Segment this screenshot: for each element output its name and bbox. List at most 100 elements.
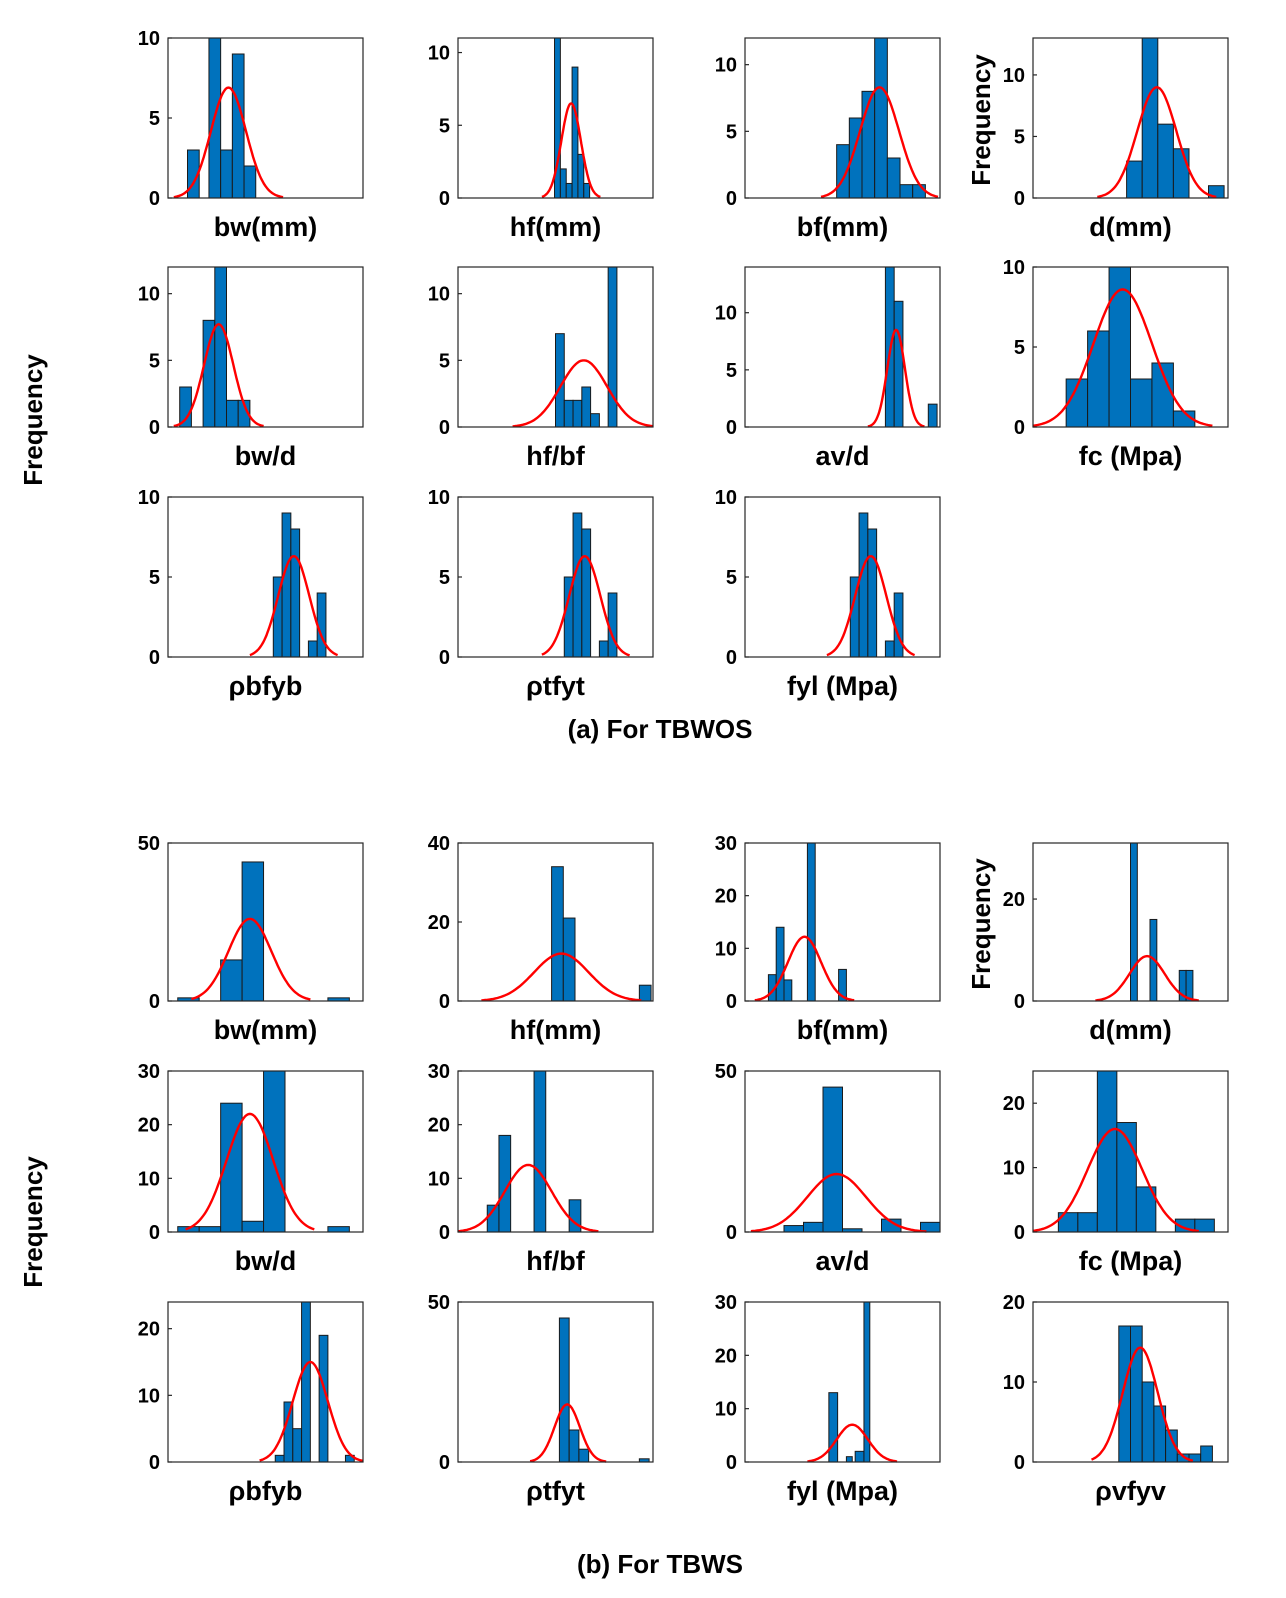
bar-b-avd-0: [783, 1225, 804, 1233]
normal-fit-curve-b-pvfyv: [1091, 1346, 1194, 1462]
bar-b-bwd-1: [198, 1226, 222, 1233]
normal-fit-curve-b-d: [1095, 954, 1199, 1002]
xlabel-b-bw: bw(mm): [214, 1015, 318, 1045]
bar-a-fyl-1: [858, 512, 869, 658]
ytick-label-a-bf-2: 10: [715, 55, 737, 77]
xlabel-a-ptfyt: ρtfyt: [526, 671, 585, 701]
normal-fit-curve-a-ptfyt: [541, 554, 631, 657]
ytick-label-b-fyl-1: 10: [715, 1399, 737, 1421]
histogram-panel-a-hf: 0 5 10 hf(mm): [428, 37, 654, 242]
xlabel-a-bwd: bw/d: [235, 441, 297, 471]
ytick-label-b-bf-0: 0: [726, 991, 737, 1013]
bar-b-pvfyv-0: [1118, 1325, 1132, 1463]
bar-a-fyl-3: [884, 640, 895, 658]
ytick-label-b-hfbf-2: 20: [428, 1115, 450, 1137]
ytick-label-a-bf-1: 5: [726, 121, 737, 143]
ytick-label-b-fc-2: 20: [1003, 1093, 1025, 1115]
ytick-label-a-bw-1: 5: [149, 108, 160, 130]
axes-frame-b-fyl: [744, 1301, 941, 1463]
ytick-label-b-fyl-0: 0: [726, 1452, 737, 1474]
histogram-panel-b-pvfyv: 0 10 20 ρvfyv: [1003, 1292, 1229, 1506]
bar-a-bw-2: [220, 149, 233, 199]
histogram-panel-a-bwd: 0 5 10 bw/d: [138, 266, 364, 471]
xlabel-a-bf: bf(mm): [797, 212, 888, 242]
ytick-label-a-fyl-2: 10: [715, 487, 737, 509]
ytick-label-b-hf-0: 0: [439, 991, 450, 1013]
ytick-label-b-pbfyb-0: 0: [149, 1452, 160, 1474]
ytick-label-b-fyl-3: 30: [715, 1292, 737, 1314]
histogram-panel-a-d: 0 5 10 d(mm) Frequency: [966, 37, 1229, 242]
ylabel-b-d: Frequency: [966, 858, 996, 990]
bar-b-fyl-1: [845, 1456, 853, 1463]
xlabel-a-fc: fc (Mpa): [1079, 441, 1183, 471]
histogram-panel-b-bwd: 0 10 20 30 bw/d: [138, 1061, 364, 1276]
axes-frame-b-avd: [744, 1070, 941, 1233]
bar-b-pbfyb-3: [301, 1301, 311, 1463]
ytick-label-a-avd-2: 10: [715, 303, 737, 325]
bar-a-bf-6: [912, 184, 926, 199]
ytick-label-a-hf-0: 0: [439, 188, 450, 210]
bar-a-ptfyt-2: [581, 528, 592, 658]
bar-a-bwd-1: [202, 319, 216, 428]
bar-b-pbfyb-1: [283, 1401, 294, 1463]
global-ylabel-a: Frequency: [18, 354, 48, 486]
ytick-label-b-hf-2: 40: [428, 833, 450, 855]
normal-fit-curve-b-bf: [754, 935, 855, 1002]
bar-a-avd-2: [927, 403, 938, 428]
ytick-label-a-pbfyb-0: 0: [149, 647, 160, 669]
ytick-label-a-hfbf-0: 0: [439, 417, 450, 439]
bar-a-bwd-0: [179, 386, 192, 428]
axes-frame-b-ptfyt: [457, 1301, 654, 1463]
ytick-label-b-ptfyt-0: 0: [439, 1452, 450, 1474]
bar-a-hfbf-3: [581, 386, 592, 428]
xlabel-b-bwd: bw/d: [235, 1246, 297, 1276]
histogram-panel-b-ptfyt: 0 50 ρtfyt: [428, 1292, 654, 1506]
axes-frame-a-ptfyt: [457, 496, 654, 658]
ytick-label-a-bf-0: 0: [726, 188, 737, 210]
xlabel-b-hf: hf(mm): [510, 1015, 601, 1045]
ytick-label-a-ptfyt-2: 10: [428, 487, 450, 509]
ytick-label-b-d-1: 20: [1003, 889, 1025, 911]
ytick-label-b-avd-1: 50: [715, 1061, 737, 1083]
normal-fit-curve-b-ptfyt: [529, 1403, 607, 1463]
bar-a-bw-4: [243, 165, 257, 199]
normal-fit-curve-a-bw: [173, 86, 284, 199]
normal-fit-curve-b-fyl: [807, 1423, 898, 1463]
axes-frame-a-hfbf: [457, 266, 654, 428]
axes-frame-a-hf: [457, 37, 654, 199]
bar-b-bwd-5: [327, 1226, 350, 1233]
ytick-label-a-bwd-1: 5: [149, 350, 160, 372]
normal-fit-curve-a-hf: [541, 102, 601, 199]
bar-a-d-2: [1157, 123, 1174, 199]
axes-frame-a-d: [1032, 37, 1229, 199]
histogram-panel-a-pbfyb: 0 5 10 ρbfyb: [138, 487, 364, 701]
bar-b-pbfyb-2: [292, 1428, 303, 1463]
histogram-panel-a-bf: 0 5 10 bf(mm): [715, 37, 941, 242]
ytick-label-b-avd-0: 0: [726, 1222, 737, 1244]
bar-a-hf-2: [565, 182, 573, 199]
ytick-label-a-d-1: 5: [1014, 126, 1025, 148]
xlabel-b-d: d(mm): [1089, 1015, 1172, 1045]
bar-a-ptfyt-3: [598, 640, 609, 658]
ytick-label-b-fc-1: 10: [1003, 1158, 1025, 1180]
axes-frame-b-bwd: [167, 1070, 364, 1233]
bar-b-pbfyb-0: [274, 1454, 285, 1463]
xlabel-a-hf: hf(mm): [510, 212, 601, 242]
bar-a-avd-1: [893, 300, 904, 428]
global-ylabel-b: Frequency: [18, 1156, 48, 1288]
ytick-label-b-d-0: 0: [1014, 991, 1025, 1013]
xlabel-b-avd: av/d: [815, 1246, 869, 1276]
bar-b-pvfyv-1: [1130, 1325, 1143, 1463]
normal-fit-curve-b-bw: [191, 917, 311, 1001]
ytick-label-b-bwd-1: 10: [138, 1168, 160, 1190]
bar-b-bw-2: [241, 861, 265, 1002]
bar-b-bw-1: [220, 959, 243, 1002]
ytick-label-a-ptfyt-1: 5: [439, 567, 450, 589]
axes-frame-a-fyl: [744, 496, 941, 658]
caption-b: (b) For TBWS: [577, 1549, 743, 1579]
histogram-panel-a-avd: 0 5 10 av/d: [715, 266, 941, 471]
bar-b-hf-2: [638, 984, 652, 1002]
bar-b-avd-1: [803, 1221, 824, 1233]
ytick-label-b-hfbf-0: 0: [439, 1222, 450, 1244]
